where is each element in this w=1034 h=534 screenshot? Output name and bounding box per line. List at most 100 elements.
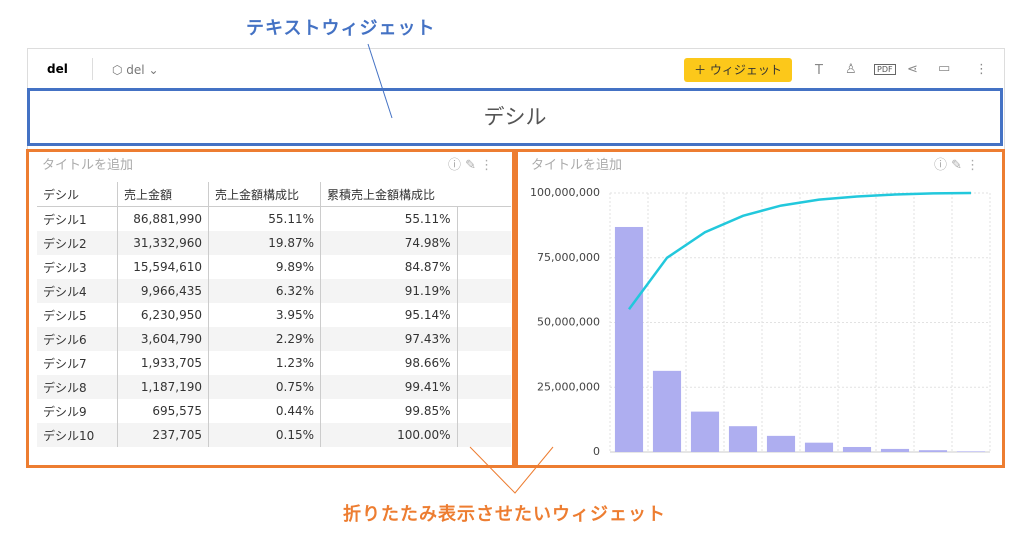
divider xyxy=(92,58,93,80)
table-cell: 237,705 xyxy=(117,423,209,447)
y-tick-label: 75,000,000 xyxy=(537,251,600,264)
annotation: 折りたたみ表示させたいウィジェット xyxy=(343,504,666,525)
y-tick-label: 100,000,000 xyxy=(530,186,600,199)
y-tick-label: 25,000,000 xyxy=(537,380,600,393)
table-cell: 0.44% xyxy=(208,399,321,423)
chart-widget xyxy=(515,149,1005,468)
table-cell xyxy=(456,255,511,279)
table-cell: 2.29% xyxy=(208,327,321,351)
table-cell xyxy=(456,231,511,255)
bar xyxy=(766,435,796,452)
bar xyxy=(652,370,682,452)
table-cell xyxy=(456,303,511,327)
table-cell: 3,604,790 xyxy=(117,327,209,351)
line xyxy=(627,191,972,311)
table-cell: 84.87% xyxy=(320,255,457,279)
table-cell: 99.85% xyxy=(320,399,457,423)
monitor-icon[interactable]: ▭ xyxy=(938,61,951,76)
table-row: デシル8 1,187,190 0.75% 99.41% xyxy=(37,375,511,399)
widget-title[interactable]: タイトルを追加 xyxy=(531,158,623,173)
widget-title[interactable]: タイトルを追加 xyxy=(42,158,134,173)
table-cell xyxy=(456,351,511,375)
table-cell: 1,933,705 xyxy=(117,351,209,375)
table-cell: デシル10 xyxy=(37,423,118,447)
dashboard-name: del xyxy=(126,63,145,77)
bar xyxy=(728,426,758,452)
table-cell: 91.19% xyxy=(320,279,457,303)
table-cell: デシル2 xyxy=(37,231,118,255)
y-tick-label: 0 xyxy=(593,445,600,458)
table-cell: デシル1 xyxy=(43,212,87,227)
table-cell: 9,966,435 xyxy=(117,279,209,303)
bar xyxy=(614,226,644,452)
table-cell: デシル6 xyxy=(37,327,118,351)
bar xyxy=(690,411,720,452)
table-cell: 1,187,190 xyxy=(117,375,209,399)
column-header xyxy=(457,182,511,207)
column-header: デシル xyxy=(37,182,118,207)
chart: 0 25,000,000 50,000,000 75,000,000 100,000,0… xyxy=(530,186,991,458)
table-row: デシル1 86,881,990 55.11% 55.11% xyxy=(37,206,511,231)
table-cell: 9.89% xyxy=(208,255,321,279)
text-icon[interactable]: T xyxy=(815,63,823,78)
table-cell: デシル7 xyxy=(43,356,87,371)
table-cell: デシル4 xyxy=(37,279,118,303)
table-row: デシル5 6,230,950 3.95% 95.14% xyxy=(37,303,511,327)
dashboard-select[interactable]: ⬡ del ⌄ xyxy=(112,63,159,77)
table-cell: デシル5 xyxy=(43,308,87,323)
text-widget: デシル xyxy=(27,88,1003,146)
table-cell xyxy=(456,423,511,447)
data-table: デシル 売上金額 売上金額構成比 累積売上金額構成比デシル1 86,881,990 55.… xyxy=(37,182,511,447)
table-cell: 6.32% xyxy=(208,279,321,303)
dashboard-title: del xyxy=(47,62,68,76)
widget-icons[interactable]: ⓘ ✎ ⋮ xyxy=(448,158,494,173)
table-row: デシル9 695,575 0.44% 99.85% xyxy=(37,399,511,423)
table-cell: 99.41% xyxy=(320,375,457,399)
table-cell: 19.87% xyxy=(208,231,321,255)
table-cell: 15,594,610 xyxy=(117,255,209,279)
table-row: デシル2 31,332,960 19.87% 74.98% xyxy=(37,231,511,255)
table-cell: デシル3 xyxy=(43,260,87,275)
table-cell: 6,230,950 xyxy=(117,303,209,327)
table-cell: 0.75% xyxy=(208,375,321,399)
table-cell: 695,575 xyxy=(117,399,209,423)
table-cell: 86,881,990 xyxy=(117,206,209,231)
table-row: デシル10 237,705 0.15% 100.00% xyxy=(37,423,511,447)
column-header: 売上金額構成比 xyxy=(208,182,321,207)
table-cell: 74.98% xyxy=(320,231,457,255)
table-cell: 55.11% xyxy=(320,206,457,231)
column-header: 売上金額 xyxy=(117,182,209,207)
table-cell: 0.15% xyxy=(208,423,321,447)
table-cell xyxy=(456,375,511,399)
table-cell xyxy=(456,399,511,423)
table-cell: デシル8 xyxy=(37,375,118,399)
widget-icons[interactable]: ⓘ ✎ ⋮ xyxy=(934,158,980,173)
bar xyxy=(842,446,872,452)
share-icon[interactable]: ⋖ xyxy=(907,62,918,77)
bar xyxy=(918,450,948,452)
table-cell: 1.23% xyxy=(208,351,321,375)
table-cell: 98.66% xyxy=(320,351,457,375)
table-row: デシル6 3,604,790 2.29% 97.43% xyxy=(37,327,511,351)
table-cell: 31,332,960 xyxy=(117,231,209,255)
table-cell: 97.43% xyxy=(320,327,457,351)
annotation: テキストウィジェット xyxy=(246,18,436,39)
bar xyxy=(880,448,910,452)
table-cell xyxy=(456,327,511,351)
table-cell: 95.14% xyxy=(320,303,457,327)
table-cell: 3.95% xyxy=(208,303,321,327)
bar xyxy=(804,442,834,452)
table-cell: 100.00% xyxy=(320,423,457,447)
table-row: デシル3 15,594,610 9.89% 84.87% xyxy=(37,255,511,279)
y-tick-label: 50,000,000 xyxy=(537,316,600,329)
bar xyxy=(956,451,986,452)
table-row: デシル4 9,966,435 6.32% 91.19% xyxy=(37,279,511,303)
brush-icon[interactable]: ♙ xyxy=(845,62,857,77)
menu-icon[interactable]: ⋮ xyxy=(975,62,988,77)
add-widget-button[interactable]: ＋ ウィジェット xyxy=(684,58,792,82)
pdf-icon[interactable]: PDF xyxy=(874,64,896,75)
table-row: デシル7 1,933,705 1.23% 98.66% xyxy=(37,351,511,375)
column-header: 累積売上金額構成比 xyxy=(320,182,457,207)
table-cell xyxy=(456,279,511,303)
